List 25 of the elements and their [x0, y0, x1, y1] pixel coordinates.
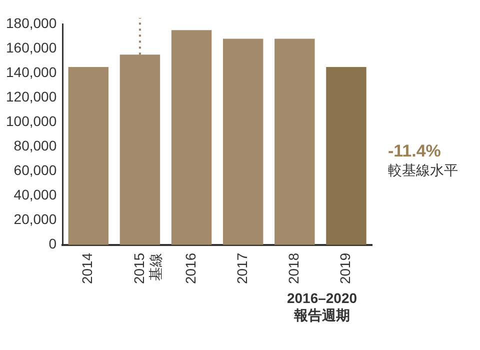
bar	[222, 38, 264, 245]
y-tick-label: 60,000	[14, 162, 57, 178]
bar	[68, 66, 108, 245]
y-tick-label: 100,000	[6, 113, 57, 130]
y-tick-label: 40,000	[14, 186, 57, 203]
x-tick-label: 2018	[286, 252, 302, 284]
y-tick-label: 180,000	[6, 14, 57, 31]
bar	[171, 30, 212, 245]
text: 較基線水平	[388, 162, 458, 178]
x-tick-label: 2015 基線	[130, 252, 164, 284]
text: 2016–2020 報告週期	[286, 290, 358, 323]
y-tick-label: 80,000	[14, 138, 57, 154]
y-tick-label: 160,000	[6, 39, 57, 56]
y-tick-label: 0	[48, 236, 57, 252]
y-tick-label: 20,000	[14, 211, 57, 228]
x-tick-label: 2016	[182, 252, 198, 284]
x-tick-label: 2019	[337, 252, 354, 284]
bar	[120, 54, 160, 245]
x-tick-label: 2014	[79, 252, 96, 284]
x-tick-label: 2017	[234, 252, 250, 284]
text: -11.4%	[388, 142, 441, 161]
y-tick-label: 120,000	[6, 88, 57, 104]
bar	[326, 66, 366, 245]
y-tick-label: 140,000	[6, 64, 57, 80]
bar	[274, 38, 315, 245]
